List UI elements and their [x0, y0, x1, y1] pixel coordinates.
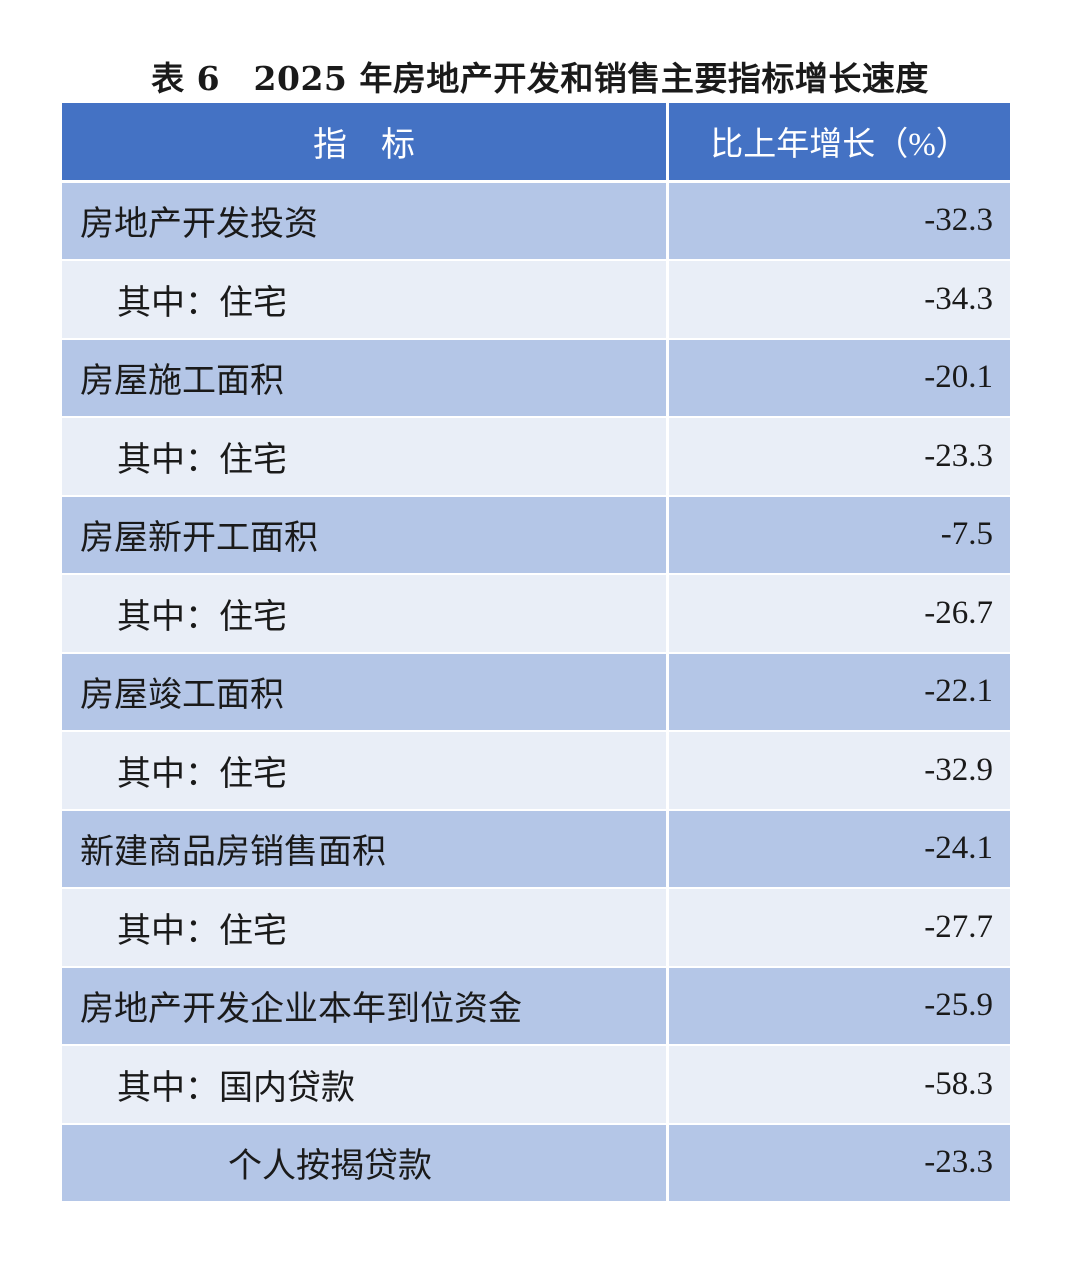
table-header-row: 指 标 比上年增长（%） — [62, 103, 1010, 180]
growth-cell: -27.7 — [669, 889, 1010, 966]
indicator-cell: 其中：住宅 — [62, 889, 666, 966]
growth-cell: -20.1 — [669, 339, 1010, 416]
growth-cell: -7.5 — [669, 496, 1010, 573]
table-row: 个人按揭贷款 -23.3 — [62, 1124, 1010, 1201]
growth-cell: -22.1 — [669, 653, 1010, 730]
growth-cell: -32.3 — [669, 182, 1010, 259]
indicator-cell: 其中：住宅 — [62, 732, 666, 809]
indicator-cell: 房地产开发企业本年到位资金 — [62, 967, 666, 1044]
growth-cell: -26.7 — [669, 575, 1010, 652]
growth-cell: -34.3 — [669, 261, 1010, 338]
table-row: 房地产开发投资 -32.3 — [62, 182, 1010, 259]
table-row: 其中：住宅 -27.7 — [62, 889, 1010, 966]
growth-cell: -24.1 — [669, 810, 1010, 887]
growth-cell: -23.3 — [669, 418, 1010, 495]
data-table: 指 标 比上年增长（%） 房地产开发投资 -32.3 其中：住宅 -34.3 房屋施工面… — [62, 103, 1010, 1203]
indicator-cell: 其中：国内贷款 — [62, 1046, 666, 1123]
header-indicator: 指 标 — [62, 103, 666, 180]
growth-cell: -23.3 — [669, 1124, 1010, 1201]
indicator-cell: 新建商品房销售面积 — [62, 810, 666, 887]
table-row: 其中：住宅 -32.9 — [62, 732, 1010, 809]
table-row: 其中：住宅 -34.3 — [62, 261, 1010, 338]
table-title: 表 6 2025 年房地产开发和销售主要指标增长速度 — [151, 59, 929, 98]
indicator-cell: 其中：住宅 — [62, 418, 666, 495]
growth-cell: -25.9 — [669, 967, 1010, 1044]
table-row: 新建商品房销售面积 -24.1 — [62, 810, 1010, 887]
indicator-cell: 房地产开发投资 — [62, 182, 666, 259]
table-row: 其中：住宅 -26.7 — [62, 575, 1010, 652]
indicator-cell: 房屋竣工面积 — [62, 653, 666, 730]
table-row: 其中：住宅 -23.3 — [62, 418, 1010, 495]
table-row: 房屋施工面积 -20.1 — [62, 339, 1010, 416]
indicator-cell: 房屋施工面积 — [62, 339, 666, 416]
header-growth: 比上年增长（%） — [669, 103, 1010, 180]
indicator-cell: 其中：住宅 — [62, 575, 666, 652]
table-row: 房地产开发企业本年到位资金 -25.9 — [62, 967, 1010, 1044]
growth-cell: -32.9 — [669, 732, 1010, 809]
indicator-cell: 房屋新开工面积 — [62, 496, 666, 573]
table-row: 其中：国内贷款 -58.3 — [62, 1046, 1010, 1123]
table-row: 房屋新开工面积 -7.5 — [62, 496, 1010, 573]
indicator-cell: 个人按揭贷款 — [62, 1124, 666, 1201]
growth-cell: -58.3 — [669, 1046, 1010, 1123]
indicator-cell: 其中：住宅 — [62, 261, 666, 338]
table-row: 房屋竣工面积 -22.1 — [62, 653, 1010, 730]
